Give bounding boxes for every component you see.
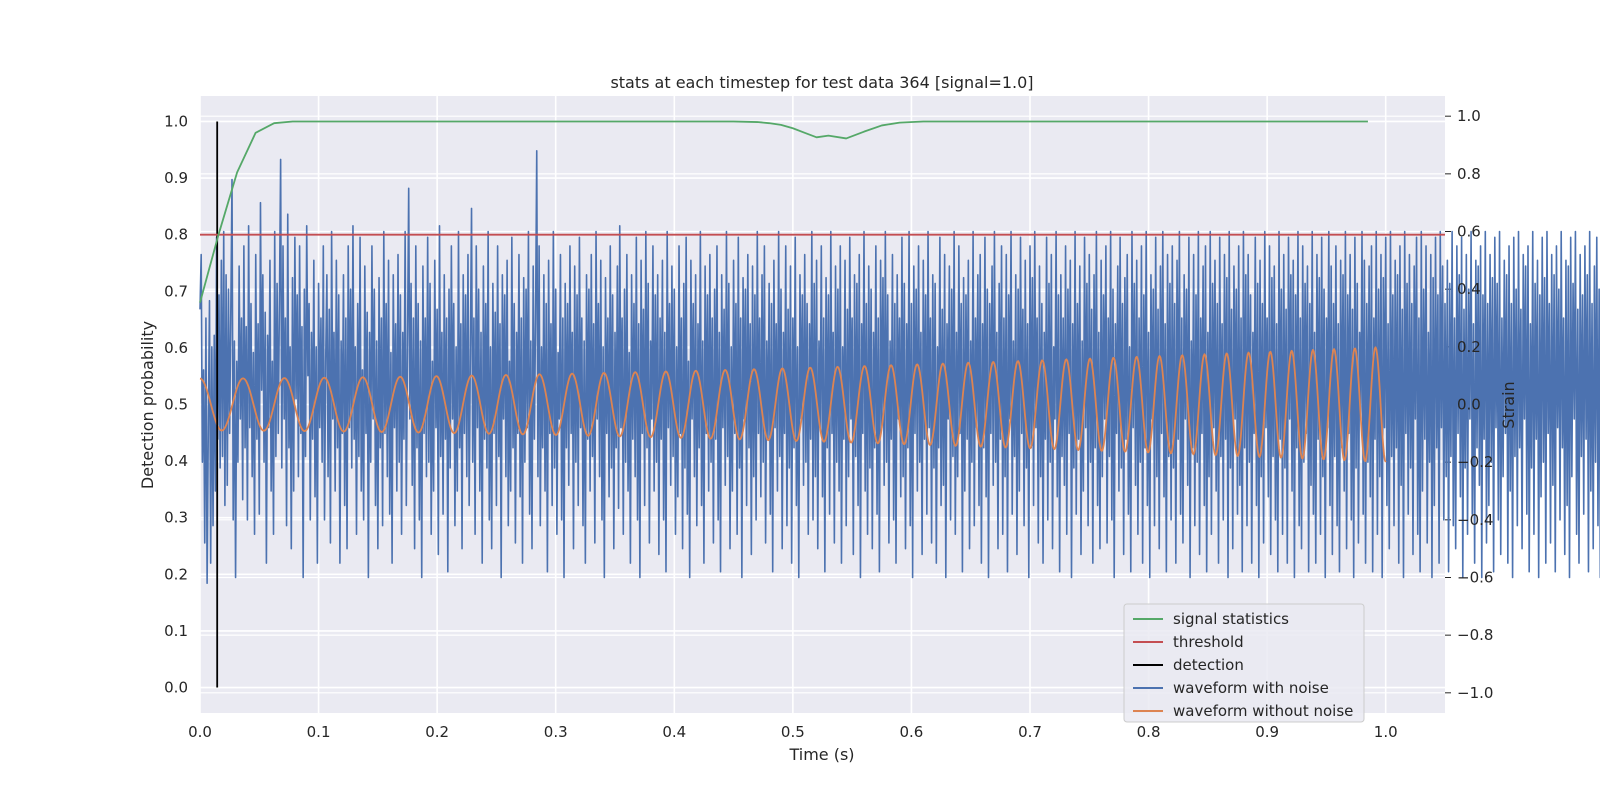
y-tick-label: 0.1 — [164, 622, 188, 640]
y-tick-label: 0.8 — [164, 226, 188, 244]
x-tick-label: 0.3 — [544, 723, 568, 741]
y-tick-label: 0.5 — [164, 396, 188, 414]
y-tick-label: 0.9 — [164, 169, 188, 187]
x-tick-label: 0.6 — [899, 723, 923, 741]
x-tick-label: 0.5 — [781, 723, 805, 741]
x-tick-label: 0.0 — [188, 723, 212, 741]
legend-box — [1123, 603, 1365, 723]
y-tick-label: 0.3 — [164, 509, 188, 527]
right-y-tick-label: 0.2 — [1457, 338, 1481, 356]
series-layer — [199, 120, 1600, 688]
y-axis-title: Detection probability — [138, 321, 157, 489]
x-tick-label: 1.0 — [1374, 723, 1398, 741]
x-tick-label: 0.7 — [1018, 723, 1042, 741]
right-y-tick-label: −0.4 — [1457, 511, 1493, 529]
right-y-tick-labels: −1.0 −0.8 −0.6 −0.4 −0.2 0.0 0.2 0.4 0.6 0.8 1.0 — [1457, 107, 1493, 702]
y-tick-label: 0.6 — [164, 339, 188, 357]
legend: signal statistics threshold detection wavef… — [1123, 603, 1365, 723]
right-y-axis-title: Strain — [1499, 381, 1518, 428]
legend-label: signal statistics — [1173, 610, 1289, 628]
legend-label: threshold — [1173, 633, 1244, 651]
x-axis-title: Time (s) — [788, 745, 854, 764]
y-tick-label: 0.0 — [164, 679, 188, 697]
right-y-tick-label: −0.8 — [1457, 626, 1493, 644]
right-y-tick-label: 0.6 — [1457, 223, 1481, 241]
chart-title: stats at each timestep for test data 364… — [610, 73, 1033, 92]
right-y-tick-label: 0.8 — [1457, 165, 1481, 183]
x-tick-label: 0.2 — [425, 723, 449, 741]
right-y-tick-label: 1.0 — [1457, 107, 1481, 125]
legend-label: waveform with noise — [1173, 679, 1329, 697]
right-y-tick-label: −1.0 — [1457, 684, 1493, 702]
right-y-tick-label: −0.2 — [1457, 453, 1493, 471]
x-tick-label: 0.8 — [1137, 723, 1161, 741]
y-tick-label: 0.7 — [164, 282, 188, 300]
y-tick-labels: 0.0 0.1 0.2 0.3 0.4 0.5 0.6 0.7 0.8 0.9 1.0 — [164, 112, 188, 696]
series-line-waveform-without-noise — [199, 346, 1387, 463]
right-y-tick-label: 0.0 — [1457, 396, 1481, 414]
series-line-waveform-with-noise — [199, 149, 1600, 585]
legend-label: waveform without noise — [1173, 702, 1353, 720]
right-y-tick-label: 0.4 — [1457, 280, 1481, 298]
x-tick-labels: 0.0 0.1 0.2 0.3 0.4 0.5 0.6 0.7 0.8 0.9 1.0 — [188, 723, 1398, 741]
x-tick-label: 0.4 — [662, 723, 686, 741]
right-y-tick-label: −0.6 — [1457, 568, 1493, 586]
x-tick-label: 0.9 — [1255, 723, 1279, 741]
y-tick-label: 1.0 — [164, 112, 188, 130]
legend-label: detection — [1173, 656, 1244, 674]
y-tick-label: 0.2 — [164, 565, 188, 583]
y-tick-label: 0.4 — [164, 452, 188, 470]
series-line-signal-statistics — [199, 120, 1368, 303]
x-tick-label: 0.1 — [307, 723, 331, 741]
